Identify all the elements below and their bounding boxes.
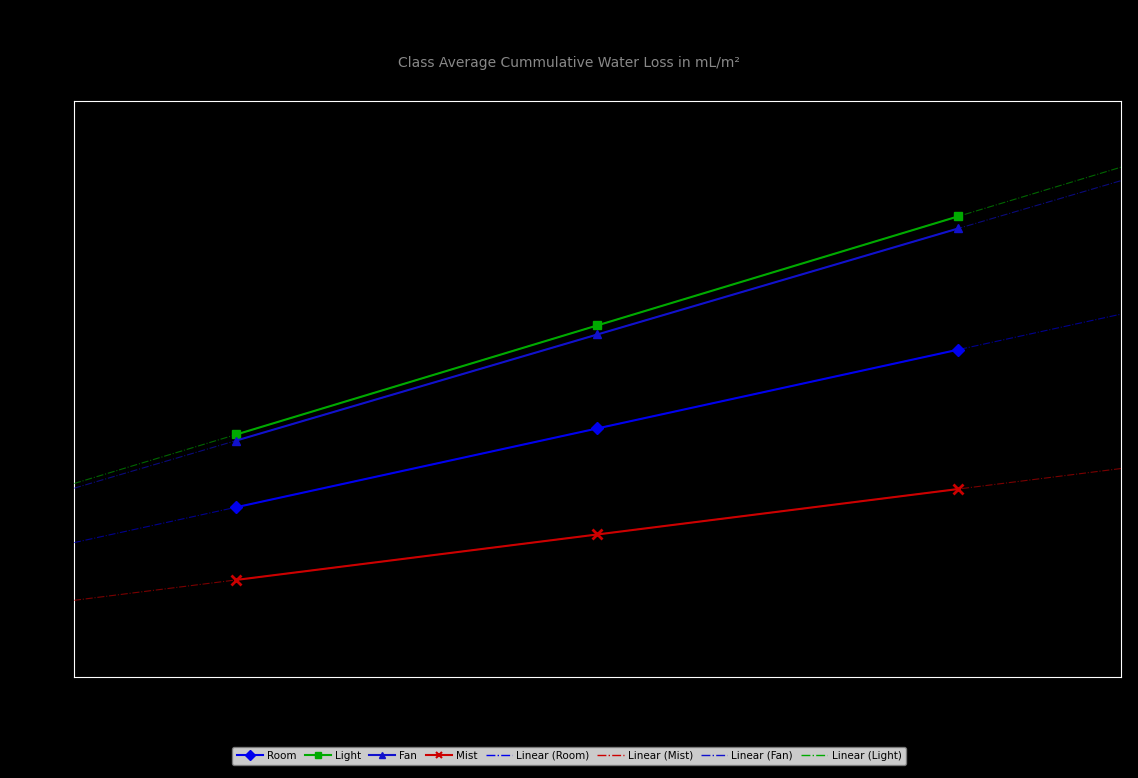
Text: Class Average Cummulative Water Loss in mL/m²: Class Average Cummulative Water Loss in …: [398, 56, 740, 70]
Legend: Room, Light, Fan, Mist, Linear (Room), Linear (Mist), Linear (Fan), Linear (Ligh: Room, Light, Fan, Mist, Linear (Room), L…: [232, 747, 906, 765]
